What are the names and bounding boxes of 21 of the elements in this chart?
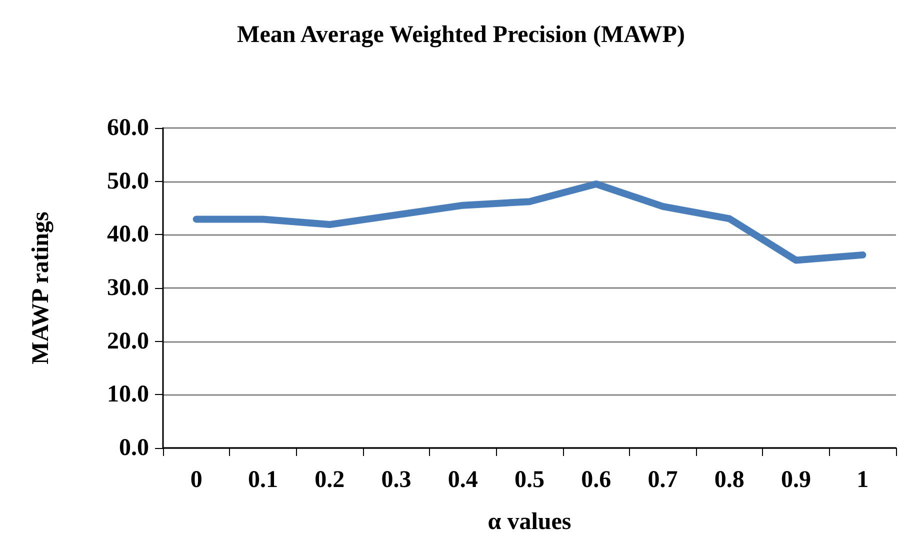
x-tick-label: 0.4 bbox=[448, 467, 478, 493]
y-tick-label: 30.0 bbox=[107, 275, 149, 301]
y-tick-label: 20.0 bbox=[107, 328, 149, 354]
x-tick-label: 1 bbox=[856, 467, 869, 493]
x-tick-label: 0.2 bbox=[314, 467, 345, 493]
x-tick-label: 0.8 bbox=[714, 467, 744, 493]
y-tick-label: 50.0 bbox=[107, 168, 149, 194]
x-tick-label: 0.5 bbox=[514, 467, 544, 493]
x-tick-label: 0.6 bbox=[581, 467, 612, 493]
y-tick-label: 60.0 bbox=[107, 115, 149, 141]
x-tick-label: 0.9 bbox=[781, 467, 812, 493]
y-tick-label: 0.0 bbox=[119, 435, 149, 461]
x-axis-title: α values bbox=[488, 509, 572, 535]
chart-title: Mean Average Weighted Precision (MAWP) bbox=[237, 22, 685, 48]
x-tick-label: 0.3 bbox=[381, 467, 412, 493]
x-tick-label: 0.7 bbox=[648, 467, 678, 493]
x-tick-label: 0.1 bbox=[248, 467, 278, 493]
y-tick-label: 10.0 bbox=[107, 382, 149, 408]
y-tick-label: 40.0 bbox=[107, 222, 149, 248]
x-tick-label: 0 bbox=[190, 467, 202, 493]
y-axis-title: MAWP ratings bbox=[28, 212, 54, 364]
